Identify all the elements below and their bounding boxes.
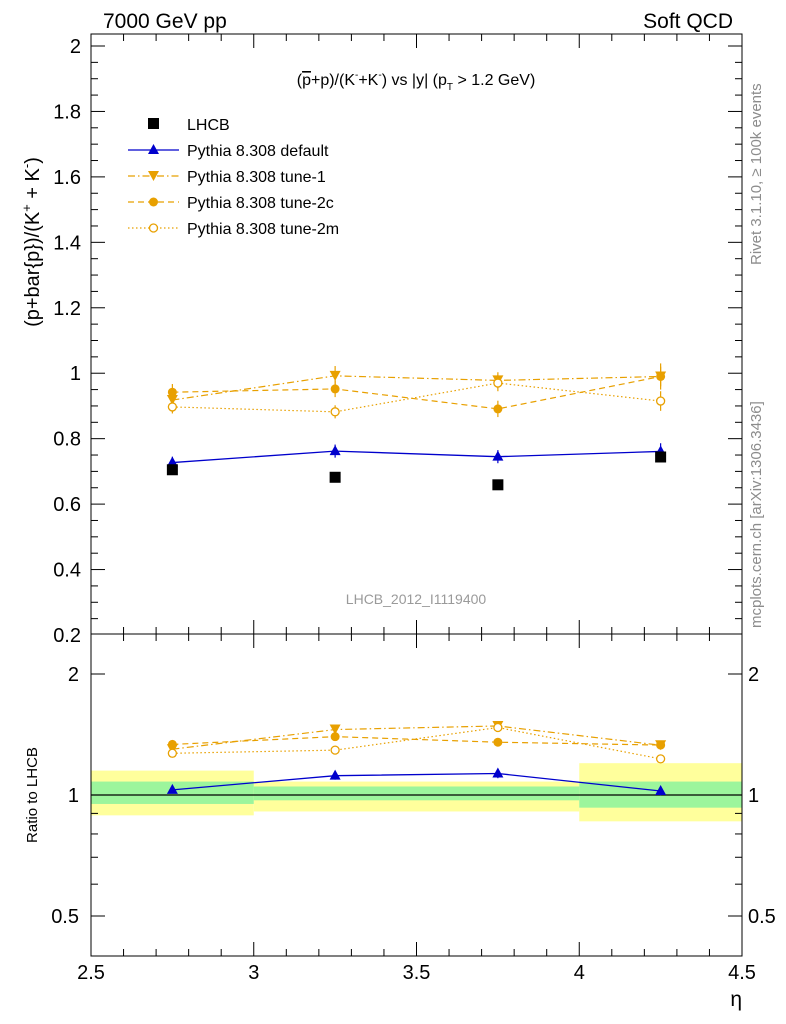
x-tick-label: 3.5 — [403, 962, 431, 984]
legend-marker-tune2c — [149, 197, 158, 207]
ratio-y-tick-label-left: 1 — [68, 785, 79, 807]
main-y-tick-label: 1.2 — [53, 298, 81, 320]
ratio-point-tune-2m — [167, 748, 178, 758]
ratio-y-tick-label-right: 1 — [748, 785, 759, 807]
mcplots-label: mcplots.cern.ch [arXiv:1306.3436] — [748, 401, 765, 628]
main-point-tune-2m — [493, 378, 503, 388]
x-tick-label: 3 — [248, 962, 259, 984]
main-point-lhcb — [166, 464, 178, 476]
legend-label-lhcb: LHCB — [187, 117, 230, 134]
main-point-tune-2c — [656, 371, 666, 381]
legend-label-default: Pythia 8.308 default — [187, 143, 329, 160]
main-y-tick-label: 1.4 — [53, 232, 81, 254]
ratio-y-tick-label-left: 2 — [68, 664, 79, 686]
main-point-default — [492, 450, 504, 461]
ratio-panel: 0.5 0.5 1 1 2 2 2.5 3 3.5 4 4.5 Ratio to LHCB η — [24, 633, 776, 1011]
main-line-tune-2c — [172, 375, 661, 410]
x-tick-label: 4.5 — [728, 962, 756, 984]
legend-label-tune2c: Pythia 8.308 tune-2c — [187, 195, 334, 212]
ratio-band-inner — [253, 786, 417, 801]
main-point-tune-2c — [167, 387, 177, 397]
main-point-tune-2m — [167, 402, 178, 412]
main-y-tick-label: 0.8 — [53, 429, 81, 451]
legend-marker-lhcb — [148, 118, 159, 129]
main-panel: 0.2 0.4 0.6 0.8 1 1.2 1.4 1.6 1.8 2 (p+p)/(K-+K-)… — [19, 33, 743, 647]
main-y-tick-label: 1 — [70, 363, 81, 385]
ratio-point-default — [329, 769, 341, 780]
main-point-lhcb — [329, 471, 341, 483]
ratio-y-tick-label-right: 0.5 — [748, 906, 776, 928]
main-y-tick-label: 1.8 — [53, 101, 81, 123]
x-axis-label: η — [730, 988, 742, 1011]
main-y-tick-label: 0.4 — [53, 560, 81, 582]
legend-marker-tune1 — [148, 171, 159, 181]
ratio-point-tune-2m — [493, 722, 503, 733]
ratio-point-tune-2m — [655, 754, 666, 764]
ratio-y-tick-label-left: 0.5 — [51, 906, 79, 928]
main-line-tune-2m — [172, 382, 661, 413]
ratio-point-default — [166, 783, 178, 794]
legend: LHCB Pythia 8.308 default Pythia 8.308 t… — [128, 117, 339, 238]
ratio-point-tune-2c — [656, 740, 666, 750]
ratio-y-tick-label-right: 2 — [748, 664, 759, 686]
rivet-label: Rivet 3.1.10, ≥ 100k events — [748, 83, 765, 265]
ratio-point-default — [492, 767, 504, 778]
legend-marker-default — [148, 144, 159, 154]
x-tick-label: 2.5 — [77, 962, 105, 984]
main-point-tune-1 — [329, 370, 341, 381]
main-point-lhcb — [655, 451, 667, 463]
ratio-line-tune-2c — [172, 736, 661, 746]
main-y-axis-label: (p+bar{p})/(K+ + K-) — [19, 157, 44, 327]
main-point-tune-2m — [330, 407, 340, 417]
main-point-lhcb — [492, 479, 504, 491]
main-line-tune-1 — [172, 375, 661, 401]
main-point-tune-2c — [493, 404, 503, 414]
ratio-point-tune-2m — [330, 745, 340, 755]
main-y-tick-label: 0.2 — [53, 625, 81, 647]
ratio-line-default — [172, 772, 661, 792]
main-line-default — [172, 450, 661, 464]
header-left: 7000 GeV pp — [103, 10, 227, 33]
ratio-band-inner — [416, 786, 580, 801]
ratio-point-tune-1 — [329, 724, 341, 735]
ratio-point-tune-2c — [493, 737, 503, 747]
legend-label-tune1: Pythia 8.308 tune-1 — [187, 169, 326, 186]
x-tick-label: 4 — [574, 962, 585, 984]
main-title: (p+p)/(K-+K-) vs |y| (pT > 1.2 GeV) — [297, 70, 536, 93]
main-y-tick-label: 2 — [70, 36, 81, 58]
main-point-tune-2m — [655, 396, 666, 406]
main-y-tick-label: 1.6 — [53, 167, 81, 189]
ratio-y-axis-label: Ratio to LHCB — [24, 747, 41, 843]
ratio-line-tune-2m — [172, 726, 661, 760]
ratio-point-default — [655, 785, 667, 796]
main-point-default — [166, 456, 178, 467]
ratio-point-tune-2c — [330, 732, 340, 742]
legend-label-tune2m: Pythia 8.308 tune-2m — [187, 221, 339, 238]
header-right: Soft QCD — [643, 10, 733, 33]
ratio-line-tune-1 — [172, 725, 661, 750]
main-y-tick-label: 0.6 — [53, 494, 81, 516]
legend-marker-tune2m — [148, 223, 159, 233]
main-point-default — [329, 445, 341, 456]
ratio-point-tune-2c — [167, 739, 177, 749]
analysis-watermark: LHCB_2012_I1119400 — [346, 591, 487, 607]
main-point-tune-2c — [330, 384, 340, 394]
